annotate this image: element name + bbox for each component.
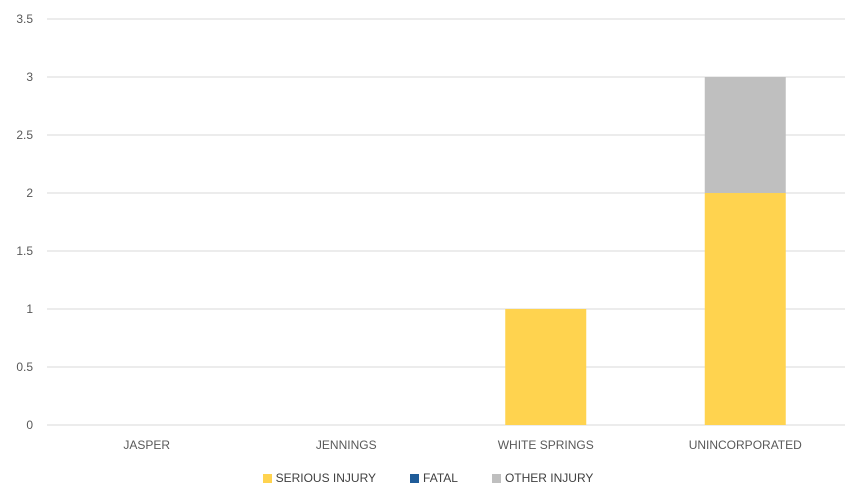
legend-swatch-other-injury (491, 473, 501, 483)
x-tick-label-jennings: JENNINGS (316, 438, 377, 452)
legend-item-fatal: FATAL (410, 471, 458, 485)
y-axis-ticks: 0 0.5 1 1.5 2 2.5 3 3.5 (16, 12, 33, 432)
y-tick-label: 2 (26, 186, 33, 200)
legend: SERIOUS INJURY FATAL OTHER INJURY (0, 468, 856, 488)
legend-label-serious-injury: SERIOUS INJURY (275, 471, 377, 485)
legend-label-fatal: FATAL (423, 471, 458, 485)
y-tick-label: 0 (26, 418, 33, 432)
legend-item-other-injury: OTHER INJURY (491, 471, 594, 485)
gridlines (47, 18, 845, 426)
y-tick-label: 3.5 (16, 12, 33, 26)
legend-swatch-fatal (410, 473, 420, 483)
legend-label-other-injury: OTHER INJURY (504, 471, 594, 485)
y-tick-label: 1.5 (16, 244, 33, 258)
legend-item-serious-injury: SERIOUS INJURY (262, 471, 377, 485)
x-tick-label-white-springs: WHITE SPRINGS (498, 438, 594, 452)
x-tick-label-jasper: JASPER (123, 438, 170, 452)
y-tick-label: 3 (26, 70, 33, 84)
y-tick-label: 1 (26, 302, 33, 316)
bar-unincorporated-serious-injury (704, 193, 786, 425)
x-tick-label-unincorporated: UNINCORPORATED (689, 438, 802, 452)
legend-swatch-serious-injury (262, 473, 272, 483)
y-tick-label: 2.5 (16, 128, 33, 142)
x-axis-ticks: JASPER JENNINGS WHITE SPRINGS UNINCORPORATE… (123, 438, 802, 452)
bar-white-springs-serious-injury (505, 309, 587, 425)
bars (505, 77, 786, 425)
bar-unincorporated-other-injury (704, 77, 786, 193)
y-tick-label: 0.5 (16, 360, 33, 374)
